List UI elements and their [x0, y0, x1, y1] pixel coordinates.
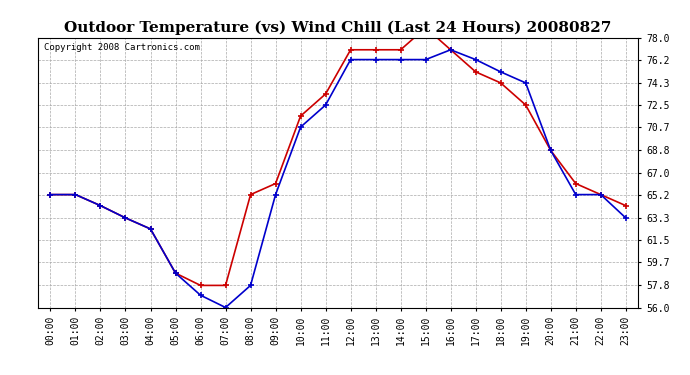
Title: Outdoor Temperature (vs) Wind Chill (Last 24 Hours) 20080827: Outdoor Temperature (vs) Wind Chill (Las… — [64, 21, 612, 35]
Text: Copyright 2008 Cartronics.com: Copyright 2008 Cartronics.com — [44, 43, 200, 52]
